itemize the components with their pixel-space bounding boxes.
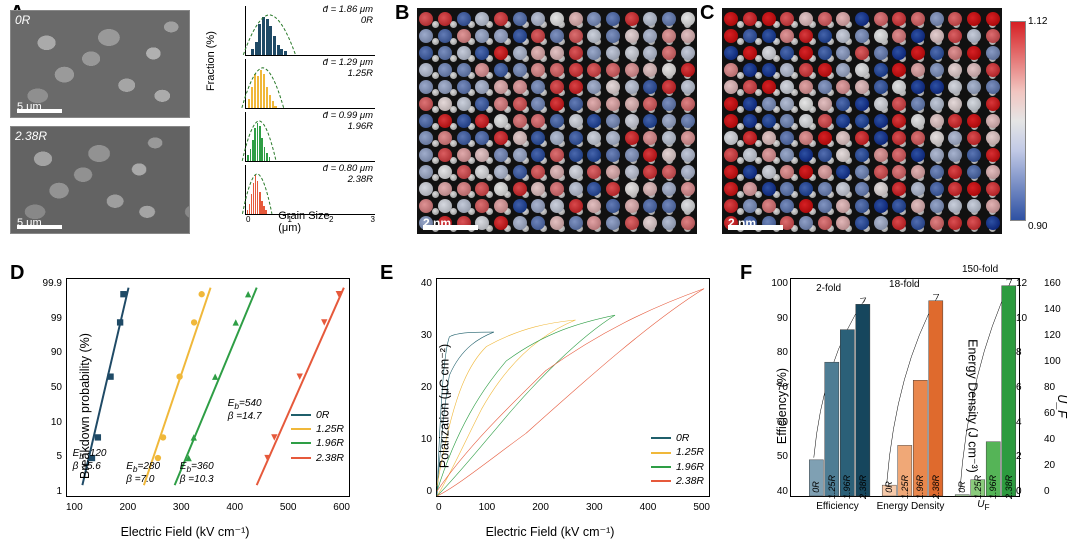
- summary-bar-plot: Efficiency2-fold0R1.25R1.96R2.38REnergy …: [790, 278, 1020, 497]
- panel-d: Eb=120β =5.6Eb=280β =7.0Eb=360β =10.3Eb=…: [10, 268, 360, 543]
- scalebar: 2 nm: [423, 216, 451, 230]
- sem-image-0r: 0R 5 μm: [10, 10, 190, 118]
- xlabel: Electric Field (kV cm⁻¹): [121, 524, 250, 539]
- atomic-lattice-c: 2 nm: [722, 8, 1002, 234]
- colorbar-min: 0.90: [1028, 221, 1047, 232]
- ylabel-right1: Energy Density (J cm⁻³): [966, 339, 981, 473]
- colorbar: 1.12 0.90: [1010, 10, 1036, 232]
- yticks-right2: 160140120100806040200: [1044, 278, 1066, 497]
- scalebar: 2 nm: [728, 216, 756, 230]
- panel-a: 0R 5 μm 2.38R 5 μm Fraction (%) d̄ = 1.8…: [10, 6, 370, 236]
- scalebar: 5 μm: [17, 101, 42, 113]
- histogram-stack: Fraction (%) d̄ = 1.86 μm0Rd̄ = 1.29 μm1…: [215, 6, 385, 236]
- yticks-left: 100908070605040: [766, 278, 788, 497]
- yticks: 99.99990501051: [40, 278, 62, 497]
- panel-b: 2 nm: [395, 6, 695, 236]
- ylabel: Breakdown probability (%): [78, 333, 92, 479]
- xticks: 100200300400500600: [66, 502, 350, 513]
- sem-label: 2.38R: [15, 129, 47, 143]
- legend: 0R1.25R1.96R2.38R: [651, 431, 704, 488]
- yticks: 403020100: [410, 278, 432, 497]
- xlabel: Electric Field (kV cm⁻¹): [486, 524, 615, 539]
- sem-label: 0R: [15, 13, 30, 27]
- yticks-right1: 121086420: [1016, 278, 1038, 497]
- sem-image-238r: 2.38R 5 μm: [10, 126, 190, 234]
- panel-c: 2 nm: [700, 6, 1000, 236]
- scalebar: 5 μm: [17, 217, 42, 229]
- colorbar-max: 1.12: [1028, 16, 1047, 27]
- panel-e: 403020100 0100200300400500 Polarization …: [380, 268, 720, 543]
- legend: 0R1.25R1.96R2.38R: [291, 408, 344, 465]
- atomic-lattice-b: 2 nm: [417, 8, 697, 234]
- ylabel: Polarization (μC cm⁻²): [437, 343, 452, 467]
- panel-f: Efficiency2-fold0R1.25R1.96R2.38REnergy …: [740, 268, 1070, 543]
- colorbar-gradient: [1010, 21, 1026, 221]
- xticks: 0100200300400500: [436, 502, 710, 513]
